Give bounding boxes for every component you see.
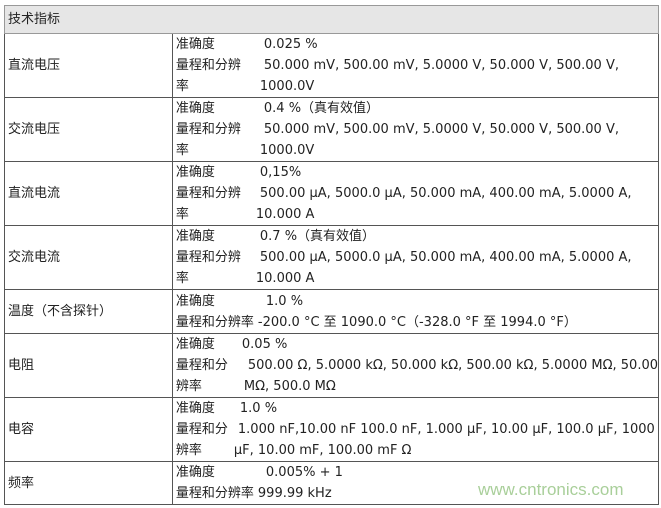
range-label: 量程和分辨 <box>175 58 241 73</box>
range-label: 量程和分 <box>175 422 228 437</box>
range-label: 量程和分辨 <box>175 186 241 201</box>
range-value: 500.00 µA, 5000.0 µA, 50.000 mA, 400.00 … <box>259 186 632 201</box>
range-value: 500.00 Ω, 5.0000 kΩ, 50.000 kΩ, 500.00 k… <box>247 358 658 373</box>
range-value: 1.000 nF,10.00 nF 100.0 nF, 1.000 µF, 10… <box>237 422 655 437</box>
table-row: 交流电流 准确度 0.7 %（真有效值） 量程和分辨 500.00 µA, 5000.0… <box>4 225 660 290</box>
spec-cell: 准确度 0.05 % 量程和分 500.00 Ω, 5.0000 kΩ, 50.000… <box>171 333 660 398</box>
accuracy-label: 准确度 <box>175 401 215 416</box>
table-row: 交流电压 准确度 0.4 %（真有效值） 量程和分辨 50.000 mV, 500.00… <box>4 97 660 162</box>
range-value-cont: µF, 10.00 mF, 100.00 mF Ω <box>233 443 412 458</box>
accuracy-value: 1.0 % <box>265 293 304 309</box>
range-label: 量程和分辨 <box>175 122 241 137</box>
range-value: 999.99 kHz <box>257 486 332 501</box>
range-label-cont: 率 <box>175 143 189 158</box>
spec-cell: 准确度 1.0 % 量程和分辨率 -200.0 °C 至 1090.0 °C（-328… <box>171 289 660 334</box>
table-row: 电容 准确度 1.0 % 量程和分 1.000 nF,10.00 nF 100.0 nF… <box>4 397 660 462</box>
accuracy-value: 0.025 % <box>263 37 318 52</box>
range-value-cont: 10.000 A <box>255 271 315 286</box>
table-row: 电阻 准确度 0.05 % 量程和分 500.00 Ω, 5.0000 kΩ, 50.0… <box>4 333 660 398</box>
accuracy-label: 准确度 <box>175 337 215 352</box>
table-row: 频率 准确度 0.005% + 1 量程和分辨率 999.99 kHz <box>4 461 660 505</box>
accuracy-label: 准确度 <box>175 229 215 244</box>
accuracy-label: 准确度 <box>175 101 215 116</box>
table-header: 技术指标 <box>4 5 659 34</box>
range-label-cont: 辨率 <box>175 379 202 394</box>
table-row: 直流电压 准确度 0.025 % 量程和分辨 50.000 mV, 500.00 mV,… <box>4 33 660 98</box>
spec-cell: 准确度 1.0 % 量程和分 1.000 nF,10.00 nF 100.0 nF, … <box>171 397 660 462</box>
range-label: 量程和分辨率 <box>175 486 254 501</box>
measurement-name: 频率 <box>4 461 173 505</box>
table-row: 温度（不含探针） 准确度 1.0 % 量程和分辨率 -200.0 °C 至 1090.0… <box>4 289 660 334</box>
measurement-name: 电容 <box>4 397 173 462</box>
spec-cell: 准确度 0,15% 量程和分辨 500.00 µA, 5000.0 µA, 50.00… <box>171 161 660 226</box>
accuracy-label: 准确度 <box>175 465 215 480</box>
accuracy-value: 0.005% + 1 <box>265 465 343 480</box>
table-row: 直流电流 准确度 0,15% 量程和分辨 500.00 µA, 5000.0 µA, 5… <box>4 161 660 226</box>
range-value: 50.000 mV, 500.00 mV, 5.0000 V, 50.000 V… <box>263 122 619 137</box>
measurement-name: 电阻 <box>4 333 173 398</box>
spec-cell: 准确度 0.025 % 量程和分辨 50.000 mV, 500.00 mV, 5.0… <box>171 33 660 98</box>
measurement-name: 直流电压 <box>4 33 173 98</box>
measurement-name: 交流电流 <box>4 225 173 290</box>
accuracy-value: 0,15% <box>259 165 302 180</box>
range-value-cont: 10.000 A <box>255 207 315 222</box>
range-label: 量程和分 <box>175 358 228 373</box>
accuracy-label: 准确度 <box>175 165 215 180</box>
accuracy-value: 0.4 %（真有效值） <box>263 101 380 116</box>
watermark: www.cntronics.com <box>478 480 624 499</box>
range-value-cont: 1000.0V <box>259 79 315 94</box>
measurement-name: 温度（不含探针） <box>4 289 173 334</box>
range-label-cont: 率 <box>175 79 189 94</box>
accuracy-value: 0.7 %（真有效值） <box>259 229 376 244</box>
accuracy-label: 准确度 <box>175 293 215 309</box>
range-label-cont: 辨率 <box>175 443 202 458</box>
range-label-cont: 率 <box>175 271 189 286</box>
accuracy-value: 1.0 % <box>239 401 278 416</box>
measurement-name: 直流电流 <box>4 161 173 226</box>
accuracy-value: 0.05 % <box>241 337 288 352</box>
range-value: -200.0 °C 至 1090.0 °C（-328.0 °F 至 1994.0… <box>257 314 577 330</box>
spec-cell: 准确度 0.005% + 1 量程和分辨率 999.99 kHz <box>171 461 660 505</box>
range-label-cont: 率 <box>175 207 189 222</box>
range-value: 50.000 mV, 500.00 mV, 5.0000 V, 50.000 V… <box>263 58 619 73</box>
range-value-cont: 1000.0V <box>259 143 315 158</box>
measurement-name: 交流电压 <box>4 97 173 162</box>
range-label: 量程和分辨 <box>175 250 241 265</box>
range-label: 量程和分辨率 <box>175 314 254 330</box>
range-value-cont: MΩ, 500.0 MΩ <box>243 379 336 394</box>
accuracy-label: 准确度 <box>175 37 215 52</box>
spec-table: 技术指标 直流电压 准确度 0.025 % 量程和分辨 50.000 mV, 500.0… <box>4 5 660 505</box>
spec-cell: 准确度 0.7 %（真有效值） 量程和分辨 500.00 µA, 5000.0 µA,… <box>171 225 660 290</box>
range-value: 500.00 µA, 5000.0 µA, 50.000 mA, 400.00 … <box>259 250 632 265</box>
spec-cell: 准确度 0.4 %（真有效值） 量程和分辨 50.000 mV, 500.00 mV,… <box>171 97 660 162</box>
